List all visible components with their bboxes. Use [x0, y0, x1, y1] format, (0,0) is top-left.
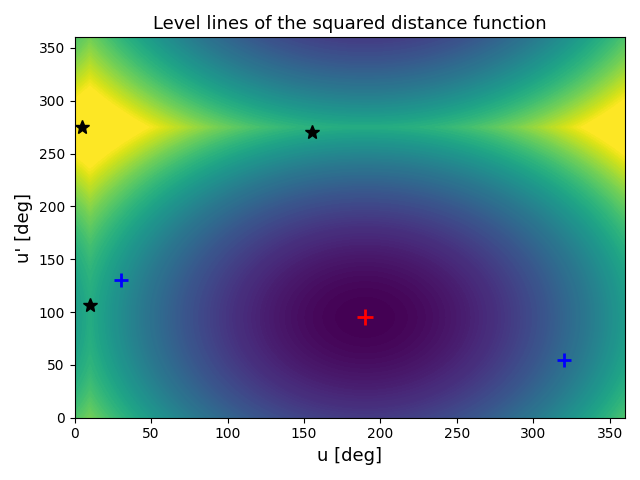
Title: Level lines of the squared distance function: Level lines of the squared distance func… [153, 15, 547, 33]
X-axis label: u [deg]: u [deg] [317, 447, 382, 465]
Y-axis label: u' [deg]: u' [deg] [15, 192, 33, 263]
